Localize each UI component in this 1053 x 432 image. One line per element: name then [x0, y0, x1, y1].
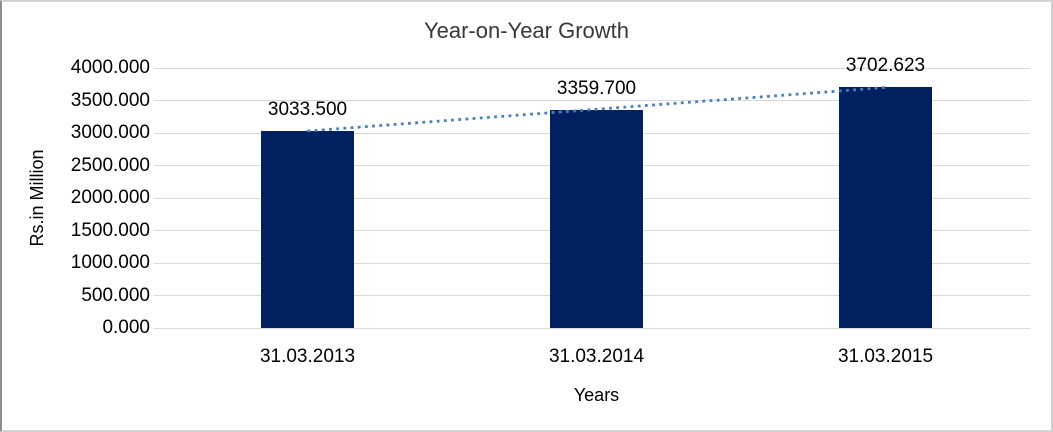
gridline	[163, 327, 1030, 329]
y-axis-tick-label: 2000.000	[70, 187, 150, 208]
y-axis-tick-label: 4000.000	[70, 57, 150, 78]
y-axis-tick-label: 1000.000	[70, 252, 150, 273]
y-axis-tick-label: 2500.000	[70, 154, 150, 176]
chart-title: Year-on-Year Growth	[423, 18, 630, 43]
bar-31.03.2014	[550, 109, 643, 328]
gridline	[163, 100, 1030, 101]
y-axis-tick-mark	[154, 295, 163, 296]
y-axis-tick-label: 500.000	[81, 284, 150, 306]
y-axis-tick-mark	[154, 132, 163, 134]
y-axis-tick-mark	[154, 100, 163, 101]
y-axis-tick-label: 0.000	[102, 317, 150, 338]
y-axis-tick-mark	[154, 327, 163, 329]
y-axis-tick-mark	[154, 165, 163, 166]
y-axis-tick-label: 3000.000	[70, 122, 150, 143]
y-axis-tick-label: 3500.000	[70, 89, 150, 111]
trendline	[307, 86, 886, 133]
y-axis-tick-mark	[154, 67, 163, 69]
x-axis-tick-label: 31.03.2015	[837, 346, 934, 367]
y-axis-tick-label: 1500.000	[70, 219, 150, 241]
x-axis-title: Years	[573, 385, 620, 405]
y-axis-tick-mark	[154, 230, 163, 231]
bar-31.03.2013	[261, 130, 354, 328]
trendline-line	[307, 86, 886, 133]
x-axis-tick-label: 31.03.2014	[548, 346, 645, 367]
x-axis-tick-labels: 31.03.2013 31.03.2014 31.03.2015	[163, 346, 1030, 368]
gridline	[163, 67, 1030, 69]
bar-data-label: 3702.623	[845, 55, 926, 77]
y-axis-tick-mark	[154, 262, 163, 264]
bar-31.03.2015	[839, 87, 932, 328]
y-axis-tick-mark	[154, 197, 163, 199]
bar-data-label: 3359.700	[556, 77, 637, 99]
bar-data-label: 3033.500	[267, 98, 348, 120]
x-axis-tick-label: 31.03.2013	[259, 346, 356, 367]
plot-area: 3033.500 3359.700 3702.623	[163, 55, 1030, 329]
